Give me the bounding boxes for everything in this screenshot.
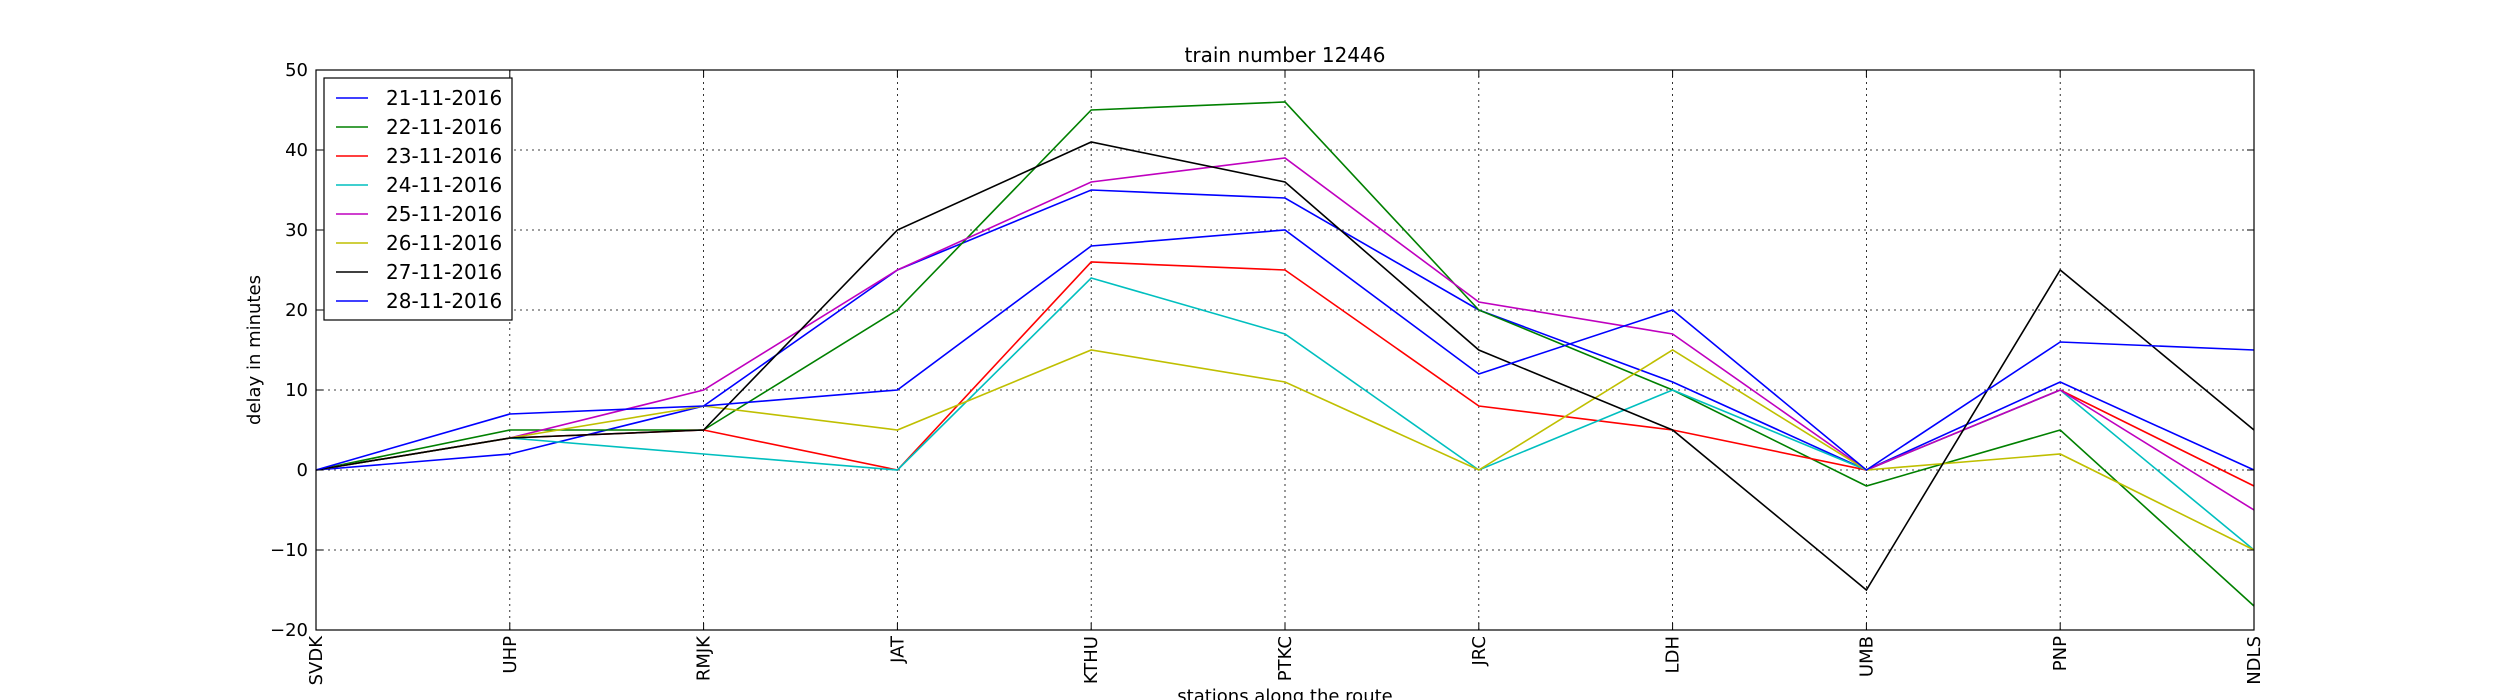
- series-line-21-11-2016: [315, 189, 2255, 471]
- legend-label: 26-11-2016: [386, 231, 502, 255]
- series-line-25-11-2016: [315, 157, 2255, 511]
- legend-label: 21-11-2016: [386, 86, 502, 110]
- axis-ticks: −20 −10 0 10 20 30 40 50 SVDK UHP RMJK JAT KTHU PTKC J…: [270, 60, 2265, 685]
- y-tick-label: 40: [285, 140, 308, 161]
- x-tick-label: KTHU: [1081, 636, 1102, 684]
- y-tick-label: −10: [270, 540, 308, 561]
- x-axis-label: stations along the route: [1177, 686, 1392, 700]
- legend-label: 23-11-2016: [386, 144, 502, 168]
- x-tick-label: PTKC: [1275, 636, 1296, 681]
- x-tick-label: JAT: [887, 635, 908, 664]
- y-tick-label: 30: [285, 220, 308, 241]
- y-tick-label: 10: [285, 380, 308, 401]
- y-tick-label: −20: [270, 620, 308, 641]
- x-tick-label: RMJK: [694, 635, 715, 681]
- x-tick-label: SVDK: [306, 635, 327, 686]
- legend-box: [323, 77, 513, 321]
- y-axis-label: delay in minutes: [244, 275, 265, 425]
- legend-label: 24-11-2016: [386, 173, 502, 197]
- legend: 21-11-2016 22-11-2016 23-11-2016 24-11-2016…: [323, 77, 513, 321]
- x-tick-label: UHP: [500, 636, 521, 674]
- y-tick-label: 20: [285, 300, 308, 321]
- y-tick-label: 0: [297, 460, 308, 481]
- legend-label: 27-11-2016: [386, 260, 502, 284]
- x-tick-label: NDLS: [2244, 636, 2265, 685]
- series-lines: [315, 101, 2255, 607]
- y-tick-label: 50: [285, 60, 308, 81]
- series-line-28-11-2016: [315, 229, 2255, 471]
- series-line-27-11-2016: [315, 141, 2255, 592]
- plot-background: [316, 70, 2254, 630]
- legend-label: 22-11-2016: [386, 115, 502, 139]
- x-tick-label: LDH: [1663, 636, 1684, 673]
- legend-label: 28-11-2016: [386, 289, 502, 313]
- legend-label: 25-11-2016: [386, 202, 502, 226]
- series-line-26-11-2016: [315, 349, 2255, 551]
- x-tick-label: JRC: [1469, 636, 1490, 667]
- x-tick-label: UMB: [1856, 636, 1877, 677]
- series-line-22-11-2016: [315, 101, 2255, 607]
- x-tick-label: PNP: [2050, 636, 2071, 671]
- chart-title: train number 12446: [1185, 43, 1386, 67]
